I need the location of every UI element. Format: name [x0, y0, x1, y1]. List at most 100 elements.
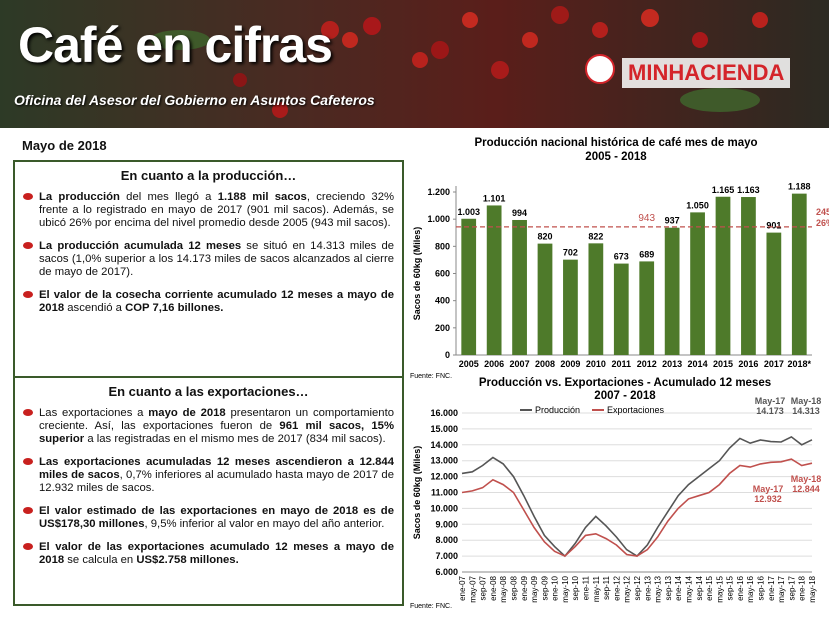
x-tick-label: 2005 — [459, 359, 479, 369]
bar — [791, 193, 807, 355]
x-tick-label: sep-09 — [540, 575, 549, 600]
text-run: ascendió a — [64, 302, 126, 314]
bar-value-label: 1.163 — [737, 185, 760, 195]
bullet-icon — [23, 193, 33, 200]
page-title: Café en cifras — [18, 17, 333, 73]
bar — [461, 218, 477, 355]
x-tick-label: ene-08 — [489, 575, 498, 600]
bar-value-label: 1.101 — [483, 193, 506, 203]
y-tick-label: 16.000 — [430, 408, 458, 418]
y-tick-label: 8.000 — [435, 535, 458, 545]
x-tick-label: 2010 — [586, 359, 606, 369]
text-run: mayo de 2018 — [148, 407, 226, 419]
annotation: May-17 — [753, 484, 784, 494]
x-tick-label: may-18 — [808, 575, 817, 602]
bar-value-label: 1.165 — [712, 185, 735, 195]
annotation: May-18 — [791, 474, 822, 484]
bar — [639, 261, 655, 355]
annotation: May-17 — [755, 396, 786, 406]
bullet-icon — [23, 507, 33, 514]
bar — [563, 259, 578, 355]
bullet-icon — [23, 242, 33, 249]
text-run: , creciendo 32% frente a lo registrado e… — [39, 191, 395, 229]
section-heading: En cuanto a la producción… — [120, 168, 297, 183]
x-tick-label: sep-16 — [757, 575, 766, 600]
x-tick-label: may-13 — [654, 575, 663, 602]
x-tick-label: 2008 — [535, 359, 555, 369]
x-tick-label: ene-07 — [458, 575, 467, 600]
bar-value-label: 822 — [588, 231, 603, 241]
bar-value-label: 689 — [639, 249, 654, 259]
x-tick-label: may-08 — [499, 575, 508, 602]
text-run: COP 7,16 billones. — [125, 302, 224, 314]
bar-value-label: 1.003 — [457, 207, 480, 217]
bar-value-label: 702 — [563, 248, 578, 258]
annotation: 14.313 — [792, 406, 820, 416]
x-tick-label: sep-11 — [602, 575, 611, 599]
bullet-paragraph: El valor de las exportaciones acumulado … — [23, 541, 394, 567]
x-tick-label: ene-12 — [612, 575, 621, 600]
annotation: May-18 — [791, 396, 822, 406]
bullet-icon — [23, 291, 33, 298]
text-run: El valor estimado de las exportaciones e… — [39, 505, 394, 530]
report-date: Mayo de 2018 — [22, 138, 107, 153]
x-tick-label: may-12 — [623, 575, 632, 602]
text-run: El valor de las exportaciones acumulado … — [39, 541, 394, 566]
y-tick-label: 400 — [435, 296, 450, 306]
annotation: 12.844 — [792, 484, 820, 494]
bar-value-label: 820 — [537, 232, 552, 242]
bullet-paragraph: Las exportaciones acumuladas 12 meses as… — [23, 456, 394, 495]
bullet-paragraph: La producción acumulada 12 meses se situ… — [23, 240, 394, 279]
chart-subtitle: 2007 - 2018 — [594, 390, 656, 402]
legend-label: Producción — [535, 405, 580, 415]
bullet-icon — [23, 409, 33, 416]
x-tick-label: ene-16 — [736, 575, 745, 600]
y-tick-label: 600 — [435, 269, 450, 279]
x-tick-label: ene-13 — [643, 575, 652, 600]
x-tick-label: 2012 — [637, 359, 657, 369]
chart-title: Producción nacional histórica de café me… — [474, 137, 757, 149]
y-tick-label: 200 — [435, 323, 450, 333]
text-run: se calcula en — [64, 554, 137, 566]
text-run: a las registradas en el mismo mes de 201… — [84, 433, 386, 445]
text-run: Las exportaciones a — [39, 407, 149, 419]
x-tick-label: sep-08 — [509, 575, 518, 600]
x-tick-label: ene-11 — [582, 575, 591, 600]
x-tick-label: may-17 — [777, 575, 786, 602]
x-tick-label: ene-09 — [520, 575, 529, 600]
x-tick-label: 2006 — [484, 359, 504, 369]
bullet-icon — [23, 458, 33, 465]
y-axis-label: Sacos de 60kg (Miles) — [412, 227, 422, 321]
y-tick-label: 0 — [445, 350, 450, 360]
x-tick-label: 2018* — [788, 359, 812, 369]
section-heading: En cuanto a las exportaciones… — [108, 384, 309, 399]
x-tick-label: sep-17 — [787, 575, 796, 600]
y-tick-label: 15.000 — [430, 424, 458, 434]
x-tick-label: 2015 — [713, 359, 733, 369]
section-box: En cuanto a las exportaciones… Las export… — [13, 376, 404, 606]
annotation: 245 — [816, 207, 829, 217]
y-tick-label: 800 — [435, 241, 450, 251]
bar-value-label: 1.188 — [788, 182, 811, 192]
y-tick-label: 7.000 — [435, 551, 458, 561]
y-tick-label: 12.000 — [430, 472, 458, 482]
y-tick-label: 11.000 — [431, 488, 458, 498]
x-tick-label: may-07 — [468, 575, 477, 602]
bar-value-label: 1.050 — [686, 200, 709, 210]
text-run: La producción — [39, 191, 120, 203]
source: Fuente: FNC. — [410, 603, 452, 610]
x-tick-label: may-15 — [715, 575, 724, 602]
logo: MINHACIENDA — [622, 58, 791, 88]
bar — [690, 212, 705, 355]
x-tick-label: ene-18 — [798, 575, 807, 600]
chart-subtitle: 2005 - 2018 — [585, 151, 647, 163]
bar — [664, 227, 680, 355]
chart-title: Producción vs. Exportaciones - Acumulado… — [479, 377, 771, 389]
x-tick-label: sep-13 — [664, 575, 673, 600]
x-tick-label: ene-10 — [551, 575, 560, 600]
x-tick-label: may-11 — [592, 575, 601, 602]
bar — [486, 205, 502, 355]
bar-value-label: 673 — [614, 252, 629, 262]
header: Café en cifras Oficina del Asesor del Go… — [0, 0, 829, 128]
